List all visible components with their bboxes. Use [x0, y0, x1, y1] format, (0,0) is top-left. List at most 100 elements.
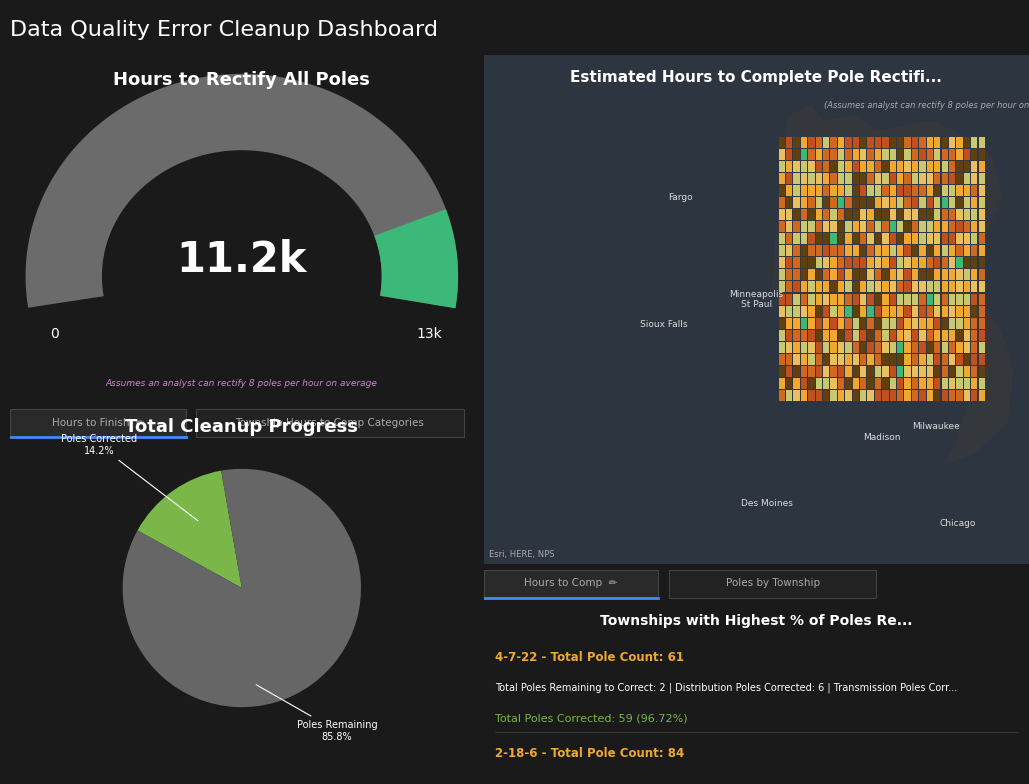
Bar: [912, 318, 918, 328]
Bar: [882, 366, 889, 377]
Bar: [897, 209, 903, 220]
Bar: [979, 137, 985, 148]
Bar: [956, 390, 962, 401]
Bar: [779, 270, 785, 281]
Bar: [845, 245, 852, 256]
Text: Assumes an analyst can rectify 8 poles per hour on average: Assumes an analyst can rectify 8 poles p…: [106, 379, 378, 387]
Bar: [979, 329, 985, 341]
Bar: [897, 270, 903, 281]
Bar: [867, 173, 874, 184]
Bar: [793, 245, 800, 256]
Bar: [897, 293, 903, 304]
Bar: [860, 378, 866, 389]
Bar: [786, 329, 792, 341]
Text: Data Quality Error Cleanup Dashboard: Data Quality Error Cleanup Dashboard: [10, 20, 438, 40]
Bar: [823, 270, 829, 281]
Bar: [816, 293, 822, 304]
Bar: [912, 234, 918, 245]
Bar: [904, 306, 911, 317]
Bar: [919, 354, 926, 365]
Bar: [934, 221, 941, 232]
Bar: [912, 270, 918, 281]
Bar: [793, 257, 800, 268]
Bar: [904, 257, 911, 268]
Bar: [845, 329, 852, 341]
Bar: [890, 318, 896, 328]
Bar: [904, 185, 911, 196]
Bar: [816, 149, 822, 160]
Bar: [801, 137, 807, 148]
Bar: [927, 390, 933, 401]
Bar: [934, 378, 941, 389]
Bar: [830, 245, 837, 256]
Bar: [971, 318, 978, 328]
Bar: [779, 354, 785, 365]
Bar: [838, 293, 844, 304]
Bar: [904, 245, 911, 256]
Bar: [897, 378, 903, 389]
Bar: [845, 209, 852, 220]
Bar: [867, 306, 874, 317]
Bar: [867, 378, 874, 389]
Bar: [860, 270, 866, 281]
Bar: [927, 342, 933, 353]
Bar: [793, 185, 800, 196]
Bar: [979, 293, 985, 304]
Bar: [809, 293, 815, 304]
Bar: [904, 209, 911, 220]
Bar: [964, 197, 970, 209]
Bar: [904, 329, 911, 341]
Bar: [816, 306, 822, 317]
Bar: [779, 137, 785, 148]
Bar: [949, 173, 955, 184]
Bar: [845, 173, 852, 184]
Bar: [786, 137, 792, 148]
Bar: [927, 221, 933, 232]
Bar: [853, 354, 859, 365]
Bar: [823, 197, 829, 209]
Bar: [882, 306, 889, 317]
Bar: [942, 390, 948, 401]
Bar: [956, 234, 962, 245]
Bar: [927, 306, 933, 317]
Bar: [971, 137, 978, 148]
Bar: [860, 234, 866, 245]
Bar: [867, 366, 874, 377]
Bar: [823, 329, 829, 341]
Bar: [875, 378, 881, 389]
Bar: [956, 173, 962, 184]
Bar: [786, 390, 792, 401]
Bar: [809, 318, 815, 328]
Bar: [897, 173, 903, 184]
Bar: [845, 378, 852, 389]
Bar: [890, 378, 896, 389]
Bar: [964, 342, 970, 353]
Bar: [942, 137, 948, 148]
Bar: [949, 329, 955, 341]
Bar: [816, 281, 822, 292]
Bar: [956, 354, 962, 365]
Bar: [786, 197, 792, 209]
Bar: [912, 245, 918, 256]
Bar: [882, 161, 889, 172]
Bar: [860, 342, 866, 353]
Bar: [882, 149, 889, 160]
Text: Chicago: Chicago: [939, 519, 977, 528]
Bar: [964, 293, 970, 304]
Bar: [809, 270, 815, 281]
Bar: [882, 221, 889, 232]
Bar: [890, 221, 896, 232]
Bar: [904, 221, 911, 232]
Bar: [949, 390, 955, 401]
Bar: [927, 197, 933, 209]
Bar: [845, 342, 852, 353]
Bar: [919, 270, 926, 281]
Bar: [779, 234, 785, 245]
Bar: [964, 329, 970, 341]
Bar: [934, 257, 941, 268]
Bar: [845, 354, 852, 365]
Bar: [779, 209, 785, 220]
Bar: [956, 366, 962, 377]
Bar: [816, 161, 822, 172]
Bar: [971, 149, 978, 160]
